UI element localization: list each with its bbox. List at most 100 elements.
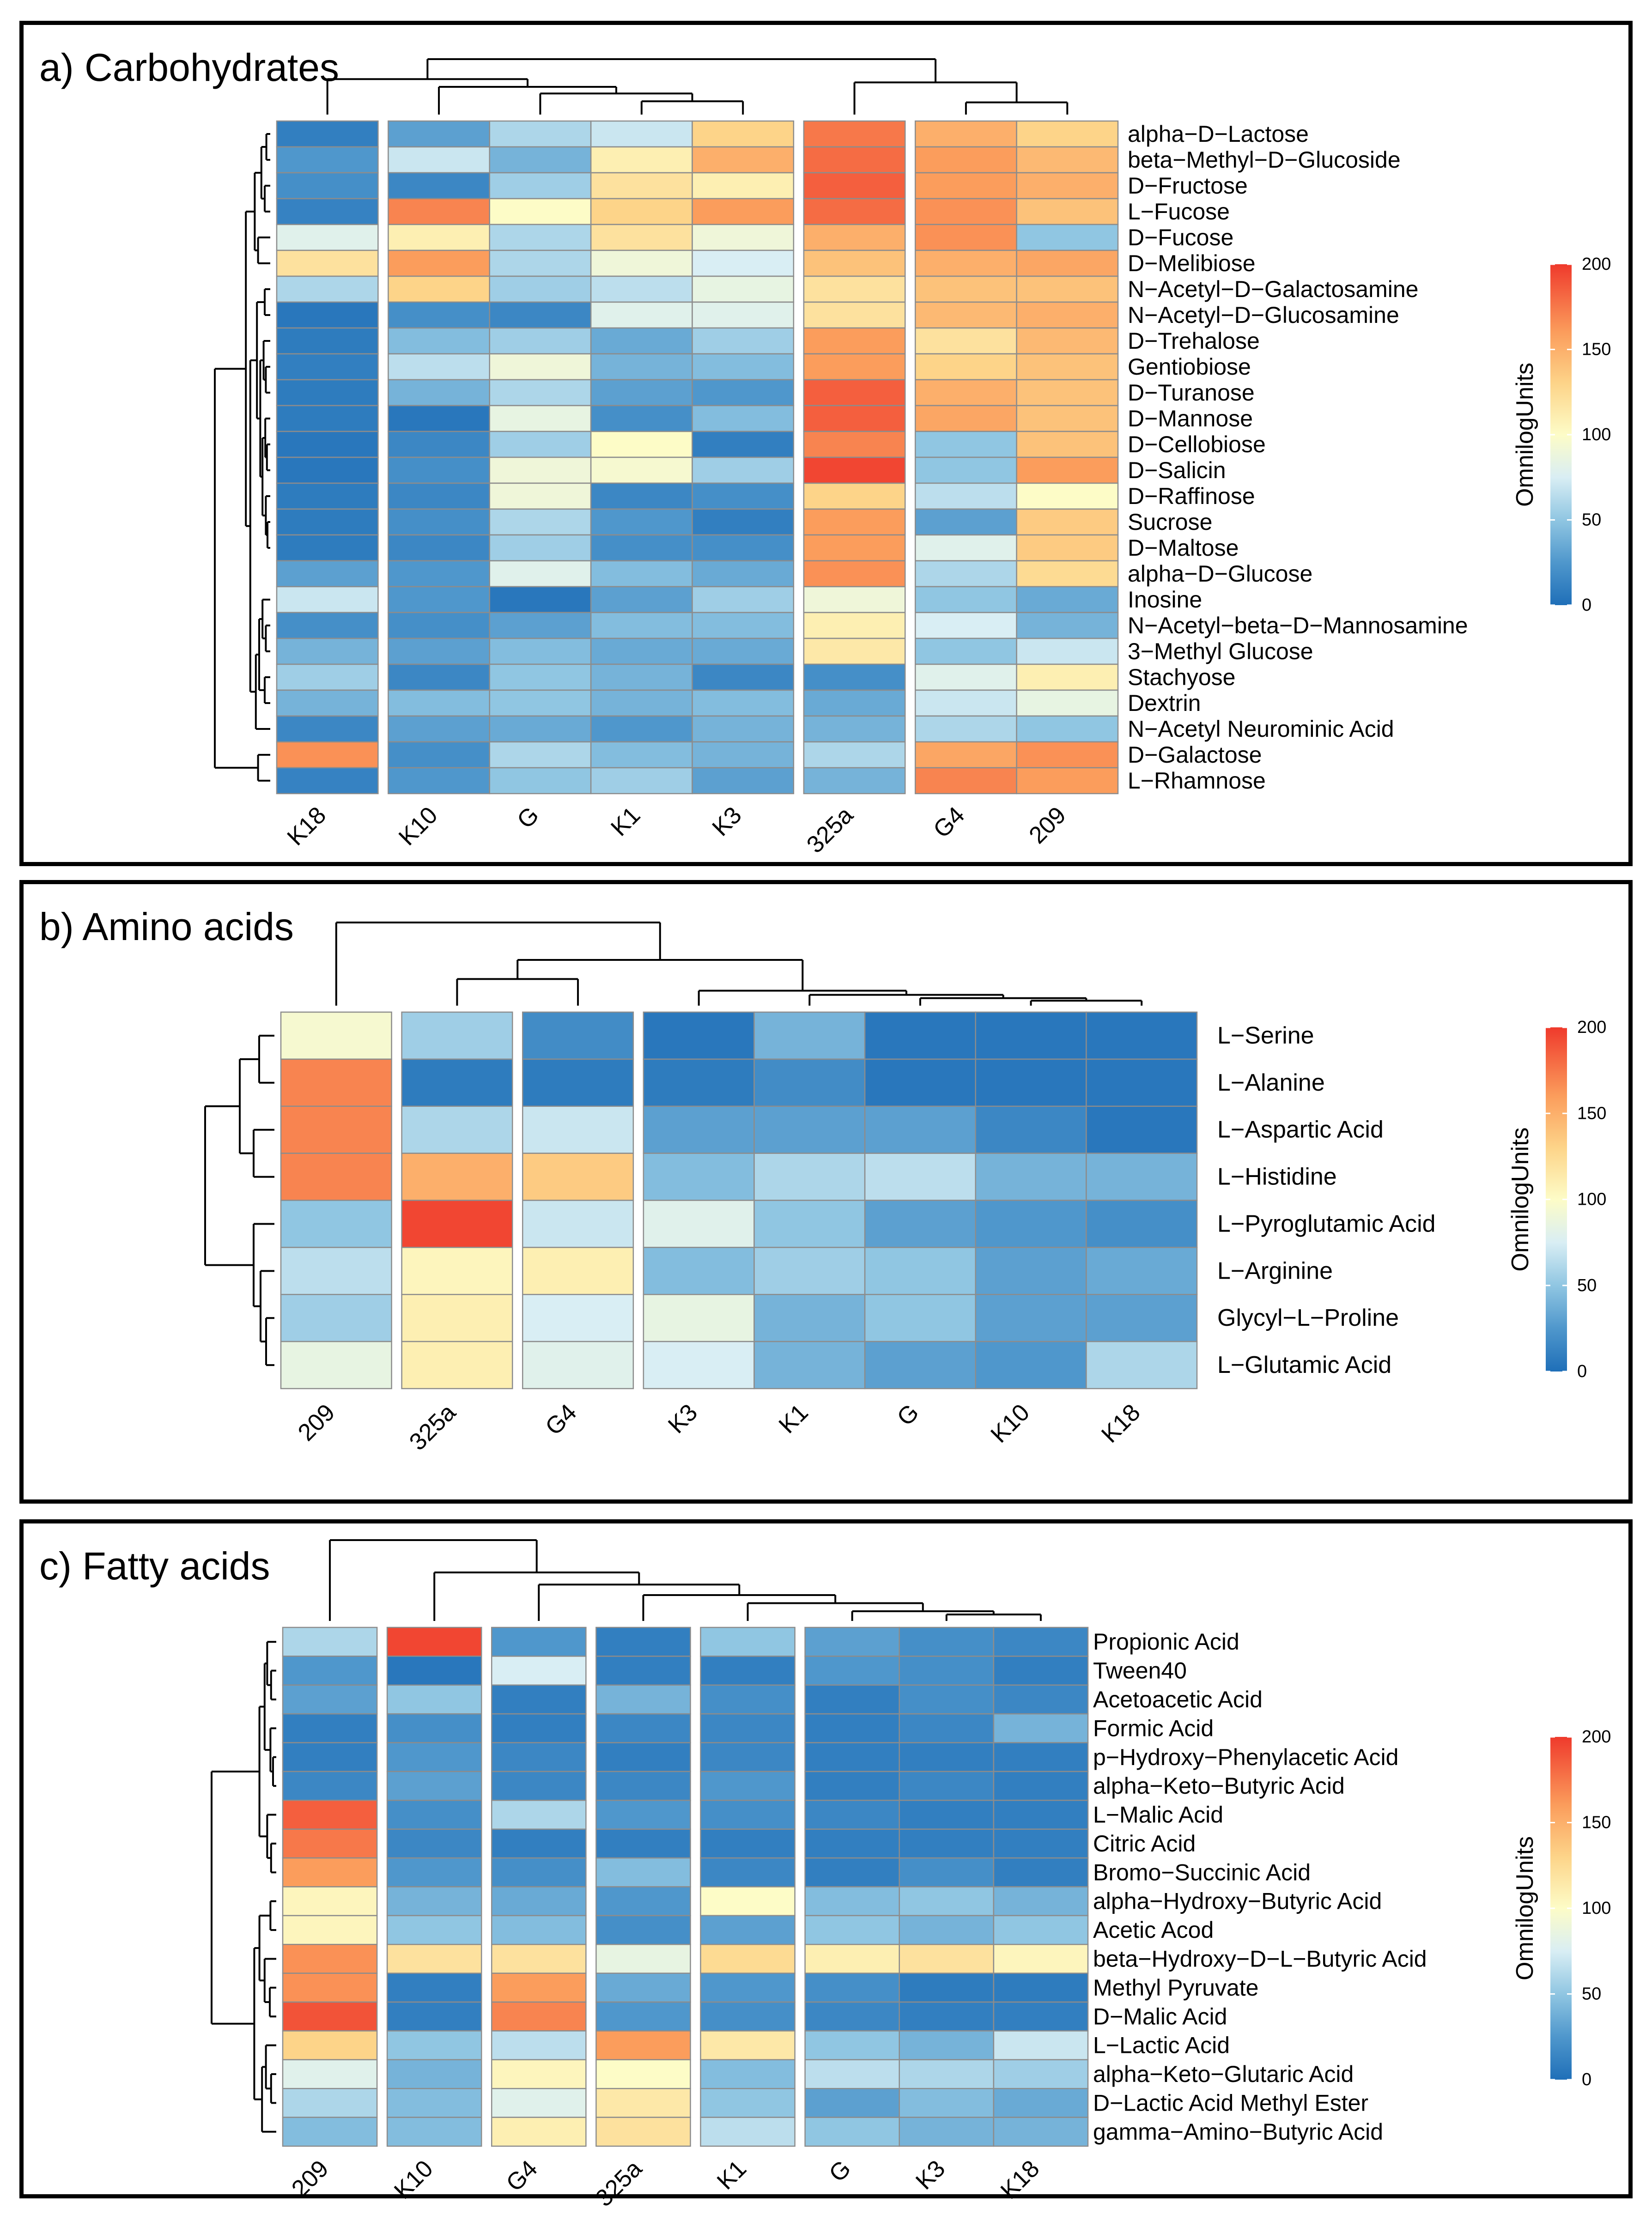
heatmap-cell [276,327,379,355]
column-label: G4 [501,2155,543,2197]
heatmap-cell [692,586,795,613]
legend-tick-label: 0 [1577,1362,1587,1381]
heatmap-cell [803,327,906,355]
heatmap-cell [489,431,592,458]
heatmap-cell [692,353,795,381]
heatmap-cell [590,508,693,536]
heatmap-cell [700,1886,796,1917]
heatmap-cell [804,2059,900,2089]
heatmap-cell [489,586,592,613]
heatmap-cell [993,1828,1089,1859]
heatmap-cell [899,1944,995,1974]
heatmap-cell [993,2117,1089,2147]
heatmap-cell [388,431,490,458]
heatmap-cell [282,2001,378,2032]
heatmap-cell [692,663,795,691]
heatmap-cell [692,508,795,536]
heatmap-cell [993,2088,1089,2118]
heatmap-cell [282,1944,378,1974]
heatmap-cell [595,1626,691,1657]
heatmap-cell [1016,224,1119,251]
heatmap-cell [489,301,592,329]
row-label: N−Acetyl−D−Galactosamine [1128,276,1418,302]
heatmap-cell [489,560,592,588]
legend-tick-label: 150 [1582,1813,1611,1833]
column-label: K18 [1096,1399,1145,1448]
legend-tick-label: 50 [1582,510,1601,530]
heatmap-cell [489,353,592,381]
heatmap-cell [993,1972,1089,2003]
heatmap-cell [899,1684,995,1715]
row-label: D−Melibiose [1128,250,1256,276]
heatmap-cell [489,741,592,769]
heatmap-cell [915,198,1017,225]
heatmap-cell [804,1656,900,1686]
row-label: D−Fructose [1128,173,1248,199]
heatmap-cell [700,1944,796,1974]
row-label: Propionic Acid [1093,1629,1239,1655]
heatmap-cell [643,1294,755,1342]
heatmap-cell [993,2059,1089,2089]
heatmap-cell [803,224,906,251]
heatmap-cell [276,146,379,174]
heatmap-cell [804,2001,900,2032]
legend-tick-label: 150 [1582,340,1611,359]
heatmap-cell [915,741,1017,769]
heatmap-cell [401,1011,513,1060]
heatmap-cell [401,1200,513,1248]
heatmap-cell [803,120,906,148]
heatmap-cell [388,275,490,303]
heatmap-cell [915,249,1017,277]
heatmap-cell [595,1713,691,1743]
heatmap-cell [388,379,490,407]
heatmap-cell [388,198,490,225]
heatmap-cell [1016,741,1119,769]
heatmap-cell [1016,431,1119,458]
row-label: beta−Methyl−D−Glucoside [1128,147,1401,173]
heatmap-cell [993,1915,1089,1945]
row-label: Dextrin [1128,690,1201,716]
heatmap-cell [692,767,795,795]
row-label: Methyl Pyruvate [1093,1975,1258,2001]
row-label: D−Lactic Acid Methyl Ester [1093,2090,1368,2116]
heatmap-cell [491,1915,587,1945]
heatmap-cell [282,2088,378,2118]
heatmap-cell [489,612,592,639]
column-label: K1 [606,801,645,841]
row-label: Formic Acid [1093,1715,1214,1741]
heatmap-cell [692,405,795,432]
heatmap-cell [1016,379,1119,407]
heatmap-cell [753,1153,866,1201]
heatmap-cell [1016,637,1119,665]
heatmap-cell [692,534,795,562]
heatmap-cell [643,1153,755,1201]
heatmap-cell [489,689,592,717]
row-label: L−Alanine [1217,1069,1325,1096]
heatmap-cell [915,353,1017,381]
row-label: alpha−Keto−Glutaric Acid [1093,2061,1354,2087]
heatmap-cell [386,1886,482,1917]
heatmap-cell [1016,198,1119,225]
heatmap-cell [692,301,795,329]
heatmap-cell [803,663,906,691]
heatmap-cell [276,431,379,458]
heatmap-cell [692,482,795,510]
heatmap-cell [692,715,795,743]
heatmap-cell [804,1828,900,1859]
heatmap-cell [993,1656,1089,1686]
heatmap-cell [590,327,693,355]
heatmap-cell [1016,120,1119,148]
column-label: K18 [282,801,331,850]
heatmap-cell [386,1857,482,1887]
heatmap-cell [804,1886,900,1917]
heatmap-cell [282,1771,378,1801]
row-label: alpha−Hydroxy−Butyric Acid [1093,1888,1382,1914]
column-label: K1 [712,2155,752,2195]
row-label: Glycyl−L−Proline [1217,1305,1399,1331]
heatmap-cell [489,767,592,795]
heatmap-cell [1016,456,1119,484]
heatmap-cells [280,1011,1198,1390]
heatmap-cell [276,482,379,510]
legend-tick-label: 100 [1582,425,1611,444]
heatmap-cell [915,767,1017,795]
